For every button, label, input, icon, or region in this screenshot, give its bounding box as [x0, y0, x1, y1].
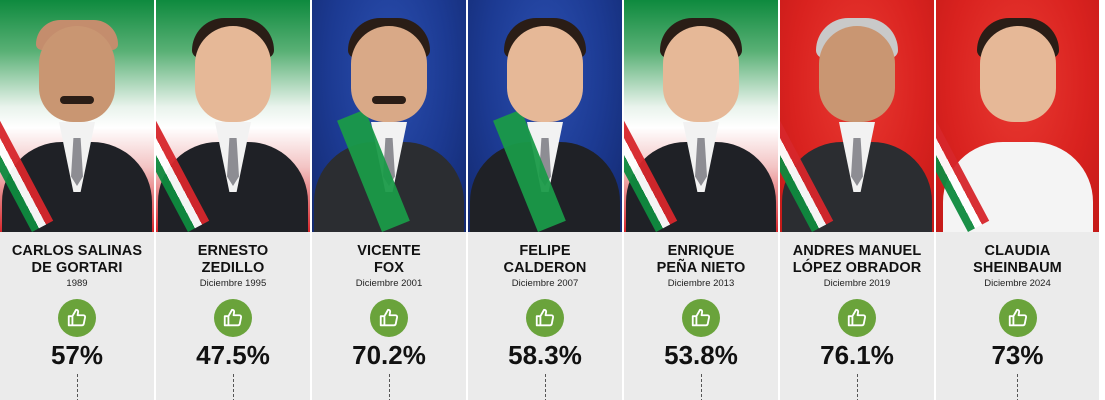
president-photo: [780, 0, 934, 232]
portrait-illustration: [468, 0, 622, 232]
president-info: CARLOS SALINAS DE GORTARI 1989 57%: [0, 232, 154, 400]
thumbs-up-icon: [370, 299, 408, 337]
president-card: ERNESTO ZEDILLO Diciembre 1995 47.5%: [156, 0, 312, 400]
thumbs-up-icon: [214, 299, 252, 337]
dashed-divider: [388, 374, 390, 400]
term-date: 1989: [66, 278, 88, 289]
term-date: Diciembre 2007: [511, 278, 579, 289]
portrait-illustration: [624, 0, 778, 232]
term-date: Diciembre 1995: [199, 278, 267, 289]
president-info: ANDRES MANUEL LÓPEZ OBRADOR Diciembre 20…: [780, 232, 934, 400]
president-card: CARLOS SALINAS DE GORTARI 1989 57%: [0, 0, 156, 400]
president-name: ANDRES MANUEL LÓPEZ OBRADOR: [792, 243, 922, 276]
approval-percentage: 70.2%: [352, 340, 426, 370]
president-photo: [936, 0, 1099, 232]
president-name: ENRIQUE PEÑA NIETO: [656, 243, 746, 276]
term-date: Diciembre 2001: [355, 278, 423, 289]
president-card: FELIPE CALDERON Diciembre 2007 58.3%: [468, 0, 624, 400]
dashed-divider: [544, 374, 546, 400]
approval-percentage: 53.8%: [664, 340, 738, 370]
president-card: ENRIQUE PEÑA NIETO Diciembre 2013 53.8%: [624, 0, 780, 400]
dashed-divider: [76, 374, 78, 400]
thumbs-up-icon: [526, 299, 564, 337]
dashed-divider: [700, 374, 702, 400]
president-name: CLAUDIA SHEINBAUM: [973, 243, 1062, 276]
thumbs-up-icon: [998, 299, 1037, 337]
term-date: Diciembre 2024: [984, 278, 1051, 289]
portrait-illustration: [0, 0, 154, 232]
dashed-divider: [1017, 374, 1018, 400]
term-date: Diciembre 2013: [667, 278, 735, 289]
president-photo: [156, 0, 310, 232]
president-info: FELIPE CALDERON Diciembre 2007 58.3%: [468, 232, 622, 400]
president-photo: [0, 0, 154, 232]
president-card: ANDRES MANUEL LÓPEZ OBRADOR Diciembre 20…: [780, 0, 936, 400]
thumbs-up-icon: [682, 299, 720, 337]
approval-percentage: 57%: [50, 340, 104, 370]
president-photo: [468, 0, 622, 232]
approval-percentage: 76.1%: [820, 340, 894, 370]
president-info: ERNESTO ZEDILLO Diciembre 1995 47.5%: [156, 232, 310, 400]
portrait-illustration: [936, 0, 1099, 232]
approval-percentage: 47.5%: [196, 340, 270, 370]
president-name: ERNESTO ZEDILLO: [197, 243, 269, 276]
thumbs-up-icon: [838, 299, 876, 337]
president-photo: [624, 0, 778, 232]
portrait-illustration: [780, 0, 934, 232]
president-name: VICENTE FOX: [357, 243, 421, 276]
president-name: FELIPE CALDERON: [503, 243, 587, 276]
president-card: VICENTE FOX Diciembre 2001 70.2%: [312, 0, 468, 400]
dashed-divider: [856, 374, 858, 400]
dashed-divider: [232, 374, 234, 400]
portrait-illustration: [156, 0, 310, 232]
president-name: CARLOS SALINAS DE GORTARI: [11, 243, 143, 276]
thumbs-up-icon: [58, 299, 96, 337]
term-date: Diciembre 2019: [823, 278, 891, 289]
president-info: ENRIQUE PEÑA NIETO Diciembre 2013 53.8%: [624, 232, 778, 400]
portrait-illustration: [312, 0, 466, 232]
president-card: CLAUDIA SHEINBAUM Diciembre 2024 73%: [936, 0, 1099, 400]
president-info: CLAUDIA SHEINBAUM Diciembre 2024 73%: [936, 232, 1099, 400]
approval-percentage: 73%: [991, 340, 1044, 370]
president-photo: [312, 0, 466, 232]
approval-percentage: 58.3%: [508, 340, 582, 370]
president-info: VICENTE FOX Diciembre 2001 70.2%: [312, 232, 466, 400]
